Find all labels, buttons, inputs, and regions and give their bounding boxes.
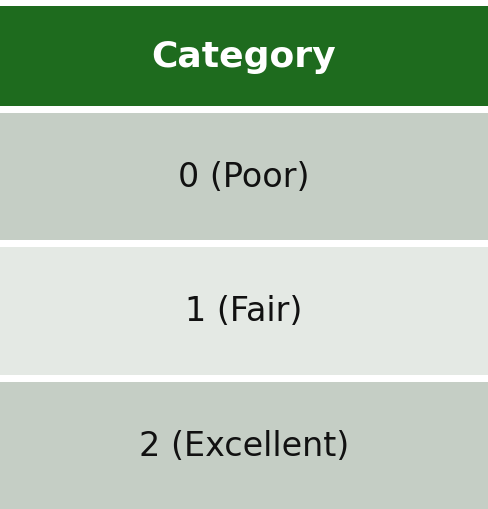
Bar <box>0 114 488 241</box>
Bar <box>0 382 488 509</box>
Text: Category: Category <box>152 40 336 74</box>
Bar <box>0 248 488 375</box>
Text: 2 (Excellent): 2 (Excellent) <box>139 429 349 462</box>
Text: 0 (Poor): 0 (Poor) <box>178 161 310 194</box>
Text: 1 (Fair): 1 (Fair) <box>185 295 303 328</box>
Bar <box>0 7 488 107</box>
